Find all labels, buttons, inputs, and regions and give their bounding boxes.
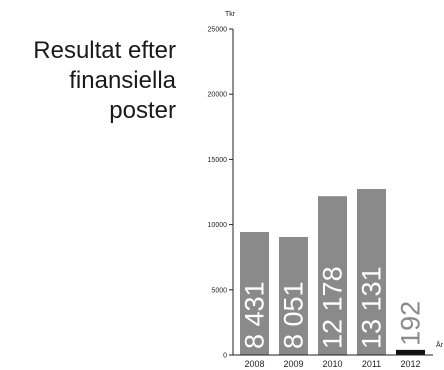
- bar: [240, 232, 269, 355]
- y-tick-label: 10000: [208, 222, 228, 229]
- chart-title-line-1: Resultat efter: [33, 37, 176, 65]
- bar: [357, 188, 386, 355]
- bar-value-label: 8 051: [279, 281, 309, 349]
- y-tick-label: 20000: [208, 92, 228, 99]
- bar-value-label: 13 131: [357, 266, 387, 349]
- bar-value-label: 192: [396, 301, 426, 346]
- y-tick-label: 15000: [208, 157, 228, 164]
- bar: [318, 196, 347, 355]
- y-axis-unit-label: Tkr: [225, 11, 236, 18]
- y-tick-label: 5000: [211, 287, 227, 294]
- bar-value-label: 8 431: [240, 281, 270, 349]
- x-category-label: 2008: [244, 359, 264, 369]
- x-category-label: 2011: [362, 359, 381, 369]
- chart-title-line-3: poster: [109, 97, 176, 125]
- bar: [396, 349, 425, 355]
- y-tick-label: 0: [223, 353, 227, 360]
- x-axis-unit-label: År: [436, 340, 444, 349]
- chart-title: Resultat efter finansiella poster: [0, 36, 176, 126]
- bar: [279, 236, 308, 355]
- x-category-label: 2012: [400, 359, 420, 369]
- x-category-label: 2009: [283, 359, 303, 369]
- y-tick-label: 25000: [208, 27, 228, 34]
- bar-value-label: 12 178: [318, 266, 348, 349]
- chart-title-line-2: finansiella: [69, 67, 176, 95]
- x-category-label: 2010: [322, 359, 342, 369]
